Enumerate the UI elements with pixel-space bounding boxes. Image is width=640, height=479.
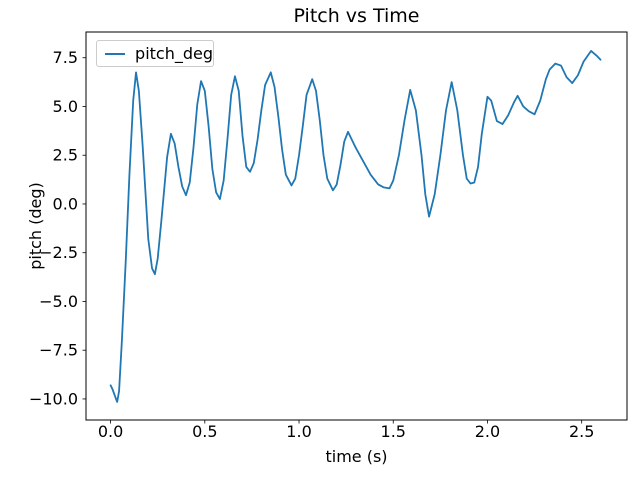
data-line [109, 50, 602, 403]
x-axis-label: time (s) [325, 447, 388, 466]
x-tick-label: 0.5 [192, 422, 217, 441]
y-tick-label: 2.5 [53, 146, 78, 165]
x-tick-label: 1.0 [286, 422, 311, 441]
y-tick-label: −10.0 [29, 389, 78, 408]
x-tick-label: 0.0 [98, 422, 123, 441]
y-tick-label: 7.5 [53, 48, 78, 67]
y-tick-label: 0.0 [53, 194, 78, 213]
x-tick-label: 2.5 [569, 422, 594, 441]
legend-line-sample [105, 52, 126, 55]
y-tick-label: −5.0 [39, 292, 78, 311]
x-tick-label: 1.5 [381, 422, 406, 441]
y-axis-label: pitch (deg) [26, 182, 45, 270]
plot-border [85, 31, 628, 421]
y-tick-label: −2.5 [39, 243, 78, 262]
legend-label: pitch_deg [135, 44, 213, 63]
y-tick-label: −7.5 [39, 341, 78, 360]
legend: pitch_deg [96, 40, 214, 67]
x-tick-label: 2.0 [475, 422, 500, 441]
chart-title: Pitch vs Time [293, 5, 420, 27]
y-tick-label: 5.0 [53, 97, 78, 116]
